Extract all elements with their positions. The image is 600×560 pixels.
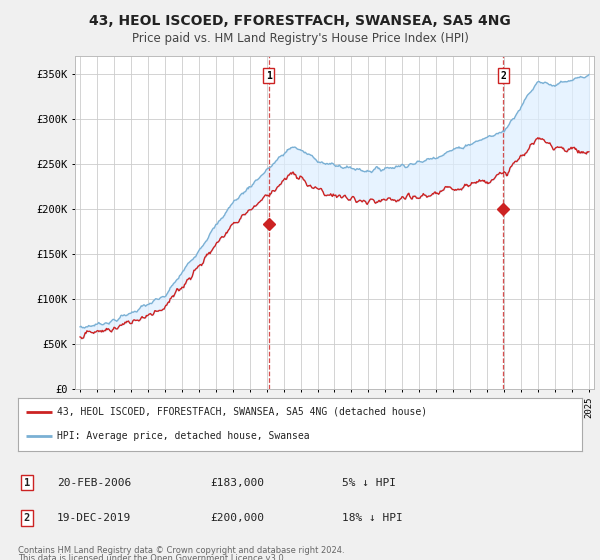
Text: £200,000: £200,000	[210, 513, 264, 523]
Text: Price paid vs. HM Land Registry's House Price Index (HPI): Price paid vs. HM Land Registry's House …	[131, 32, 469, 45]
Text: 43, HEOL ISCOED, FFORESTFACH, SWANSEA, SA5 4NG (detached house): 43, HEOL ISCOED, FFORESTFACH, SWANSEA, S…	[58, 407, 428, 417]
Text: 19-DEC-2019: 19-DEC-2019	[57, 513, 131, 523]
Text: This data is licensed under the Open Government Licence v3.0.: This data is licensed under the Open Gov…	[18, 554, 286, 560]
Text: Contains HM Land Registry data © Crown copyright and database right 2024.: Contains HM Land Registry data © Crown c…	[18, 546, 344, 555]
Text: HPI: Average price, detached house, Swansea: HPI: Average price, detached house, Swan…	[58, 431, 310, 441]
Text: 5% ↓ HPI: 5% ↓ HPI	[342, 478, 396, 488]
Text: 20-FEB-2006: 20-FEB-2006	[57, 478, 131, 488]
Text: 1: 1	[266, 71, 272, 81]
Text: 2: 2	[24, 513, 30, 523]
Text: 1: 1	[24, 478, 30, 488]
Text: 2: 2	[500, 71, 506, 81]
Text: 43, HEOL ISCOED, FFORESTFACH, SWANSEA, SA5 4NG: 43, HEOL ISCOED, FFORESTFACH, SWANSEA, S…	[89, 14, 511, 28]
Text: £183,000: £183,000	[210, 478, 264, 488]
Text: 18% ↓ HPI: 18% ↓ HPI	[342, 513, 403, 523]
